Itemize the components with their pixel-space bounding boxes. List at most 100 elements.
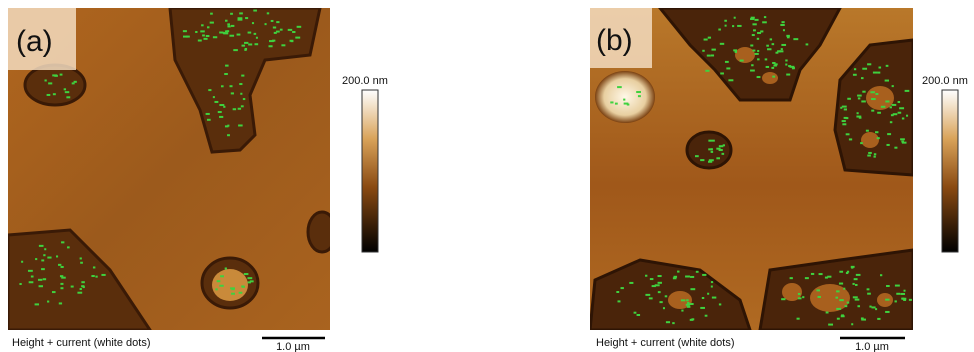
current-dot bbox=[239, 292, 243, 294]
current-dot bbox=[705, 70, 709, 72]
current-dot bbox=[892, 104, 897, 106]
current-dot bbox=[201, 24, 204, 26]
current-dot bbox=[229, 35, 234, 37]
current-dot bbox=[893, 113, 898, 115]
current-dot bbox=[217, 280, 221, 282]
current-dot bbox=[886, 65, 889, 67]
current-dot bbox=[711, 49, 715, 51]
current-dot bbox=[230, 13, 233, 15]
current-dot bbox=[726, 67, 730, 69]
current-dot bbox=[213, 36, 217, 38]
current-dot bbox=[828, 324, 833, 326]
current-dot bbox=[225, 30, 228, 32]
current-dot bbox=[767, 48, 771, 50]
current-dot bbox=[244, 49, 246, 51]
current-dot bbox=[900, 293, 905, 295]
current-dot bbox=[781, 21, 784, 23]
current-dot bbox=[225, 267, 227, 269]
current-dot bbox=[35, 303, 39, 305]
current-dot bbox=[60, 275, 63, 277]
current-dot bbox=[846, 133, 850, 135]
current-dot bbox=[842, 120, 846, 122]
current-dot bbox=[213, 96, 215, 98]
current-dot bbox=[750, 44, 753, 46]
current-dot bbox=[842, 123, 846, 125]
current-dot bbox=[276, 21, 279, 23]
current-dot bbox=[645, 294, 650, 296]
current-dot bbox=[836, 308, 841, 310]
current-dot bbox=[875, 308, 877, 310]
current-dot bbox=[681, 310, 683, 312]
current-dot bbox=[295, 37, 300, 39]
current-dot bbox=[202, 34, 205, 36]
current-dot bbox=[241, 75, 244, 77]
current-dot bbox=[53, 93, 56, 95]
current-dot bbox=[896, 293, 900, 295]
current-dot bbox=[244, 42, 248, 44]
current-dot bbox=[245, 17, 248, 19]
current-dot bbox=[183, 30, 187, 32]
current-dot bbox=[231, 92, 234, 94]
current-dot bbox=[227, 23, 230, 25]
current-dot bbox=[849, 138, 852, 140]
current-dot bbox=[752, 34, 755, 36]
current-dot bbox=[904, 290, 906, 292]
current-dot bbox=[265, 23, 267, 25]
current-dot bbox=[634, 312, 637, 314]
current-dot bbox=[58, 264, 61, 266]
current-dot bbox=[610, 101, 613, 103]
current-dot bbox=[843, 288, 845, 290]
current-dot bbox=[617, 86, 622, 88]
current-dot bbox=[862, 68, 867, 70]
current-dot bbox=[215, 288, 217, 290]
current-dot bbox=[895, 285, 900, 287]
current-dot bbox=[826, 311, 829, 313]
current-dot bbox=[219, 104, 224, 106]
current-dot bbox=[200, 30, 205, 32]
current-dot bbox=[225, 65, 229, 67]
scale-bar-label: 1.0 µm bbox=[855, 341, 889, 352]
current-dot bbox=[757, 32, 761, 34]
current-dot bbox=[875, 93, 878, 95]
current-dot bbox=[29, 281, 34, 283]
current-dot bbox=[903, 299, 906, 301]
current-dot bbox=[793, 38, 798, 40]
current-dot bbox=[21, 261, 23, 263]
current-dot bbox=[60, 287, 63, 289]
panel-label: (a) bbox=[16, 25, 53, 58]
current-dot bbox=[723, 144, 725, 146]
current-dot bbox=[785, 59, 787, 61]
current-dot bbox=[895, 300, 897, 302]
current-dot bbox=[839, 283, 843, 285]
current-dot bbox=[696, 271, 699, 273]
current-dot bbox=[857, 305, 860, 307]
current-dot bbox=[737, 25, 741, 27]
current-dot bbox=[867, 63, 871, 65]
current-dot bbox=[35, 258, 37, 260]
current-dot bbox=[704, 39, 708, 41]
current-dot bbox=[792, 67, 795, 69]
current-dot bbox=[774, 63, 777, 65]
current-dot bbox=[267, 12, 269, 14]
current-dot bbox=[859, 117, 862, 119]
current-dot bbox=[627, 104, 630, 106]
current-dot bbox=[771, 67, 774, 69]
caption: Height + current (white dots) bbox=[12, 337, 150, 349]
current-dot bbox=[629, 282, 633, 284]
current-dot bbox=[844, 305, 847, 307]
current-dot bbox=[672, 322, 674, 324]
current-dot bbox=[866, 130, 869, 132]
current-dot bbox=[658, 282, 662, 284]
current-dot bbox=[755, 53, 759, 55]
current-dot bbox=[686, 299, 689, 301]
current-dot bbox=[242, 45, 246, 47]
current-dot bbox=[60, 74, 63, 76]
current-dot bbox=[617, 300, 620, 302]
current-dot bbox=[239, 12, 243, 14]
current-dot bbox=[43, 254, 45, 256]
current-dot bbox=[231, 293, 235, 295]
current-dot bbox=[227, 134, 230, 136]
current-dot bbox=[857, 112, 859, 114]
current-dot bbox=[690, 319, 694, 321]
current-dot bbox=[241, 105, 244, 107]
